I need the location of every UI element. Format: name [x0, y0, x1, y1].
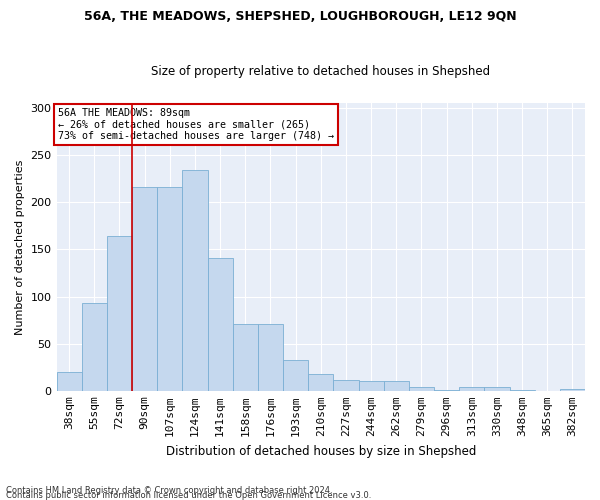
Bar	[509, 390, 535, 391]
X-axis label: Distribution of detached houses by size in Shepshed: Distribution of detached houses by size …	[166, 444, 476, 458]
Title: Size of property relative to detached houses in Shepshed: Size of property relative to detached ho…	[151, 66, 490, 78]
Bar	[459, 387, 484, 391]
Bar	[560, 389, 585, 391]
Bar	[434, 390, 459, 391]
Bar	[132, 187, 157, 391]
Text: 56A THE MEADOWS: 89sqm
← 26% of detached houses are smaller (265)
73% of semi-de: 56A THE MEADOWS: 89sqm ← 26% of detached…	[58, 108, 334, 141]
Text: Contains public sector information licensed under the Open Government Licence v3: Contains public sector information licen…	[6, 490, 371, 500]
Bar	[107, 236, 132, 391]
Bar	[409, 387, 434, 391]
Bar	[182, 170, 208, 391]
Bar	[258, 324, 283, 391]
Bar	[82, 303, 107, 391]
Y-axis label: Number of detached properties: Number of detached properties	[15, 160, 25, 334]
Bar	[56, 372, 82, 391]
Bar	[157, 187, 182, 391]
Bar	[359, 382, 383, 391]
Bar	[233, 324, 258, 391]
Bar	[283, 360, 308, 391]
Bar	[334, 380, 359, 391]
Bar	[383, 382, 409, 391]
Bar	[308, 374, 334, 391]
Text: 56A, THE MEADOWS, SHEPSHED, LOUGHBOROUGH, LE12 9QN: 56A, THE MEADOWS, SHEPSHED, LOUGHBOROUGH…	[83, 10, 517, 23]
Text: Contains HM Land Registry data © Crown copyright and database right 2024.: Contains HM Land Registry data © Crown c…	[6, 486, 332, 495]
Bar	[484, 387, 509, 391]
Bar	[208, 258, 233, 391]
